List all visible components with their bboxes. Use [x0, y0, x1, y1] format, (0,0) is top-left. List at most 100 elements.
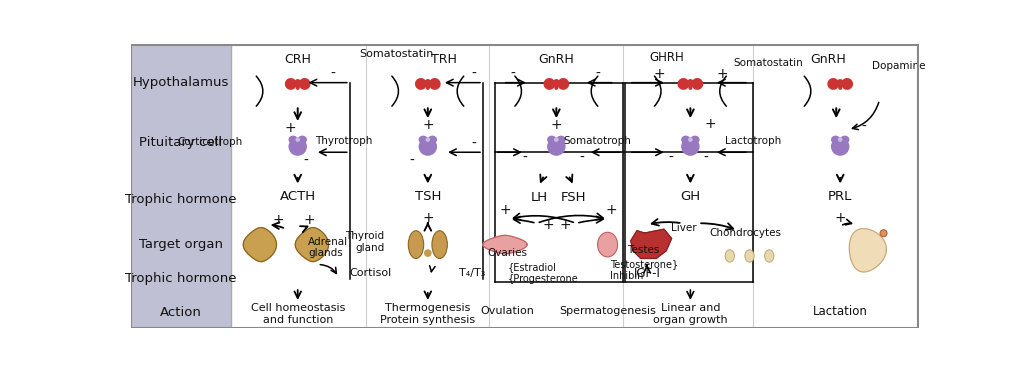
Ellipse shape: [688, 137, 692, 142]
Ellipse shape: [838, 84, 843, 90]
Text: Thyrotroph: Thyrotroph: [315, 136, 373, 146]
Ellipse shape: [432, 231, 447, 258]
Polygon shape: [631, 229, 672, 258]
Text: -: -: [669, 151, 673, 165]
Ellipse shape: [765, 250, 774, 262]
Ellipse shape: [681, 137, 699, 156]
Ellipse shape: [429, 78, 440, 90]
Text: Action: Action: [160, 306, 202, 319]
Ellipse shape: [841, 78, 853, 90]
Text: Somatostatin: Somatostatin: [359, 49, 433, 59]
Polygon shape: [295, 228, 329, 262]
Text: ACTH: ACTH: [280, 190, 315, 203]
Ellipse shape: [419, 137, 437, 156]
Ellipse shape: [556, 135, 565, 144]
Text: Pituitary cell: Pituitary cell: [139, 136, 222, 149]
Text: Ovaries: Ovaries: [487, 248, 527, 258]
Text: Liver: Liver: [671, 223, 696, 232]
Text: +: +: [272, 213, 284, 227]
Text: -: -: [471, 67, 476, 81]
Ellipse shape: [598, 232, 617, 257]
Text: Somatostatin: Somatostatin: [734, 58, 804, 68]
Text: PRL: PRL: [828, 190, 852, 203]
Ellipse shape: [425, 79, 431, 86]
Ellipse shape: [409, 231, 424, 258]
Text: -: -: [410, 154, 415, 168]
Ellipse shape: [289, 135, 298, 144]
Text: +: +: [422, 211, 433, 225]
Ellipse shape: [428, 135, 437, 144]
Polygon shape: [849, 229, 887, 272]
Ellipse shape: [830, 135, 841, 144]
Text: {Progesterone: {Progesterone: [508, 274, 579, 284]
Text: +: +: [560, 218, 571, 232]
Text: Hypothalamus: Hypothalamus: [133, 76, 229, 89]
Text: +: +: [705, 117, 716, 131]
Text: GHRH: GHRH: [649, 51, 684, 63]
Text: Trophic hormone: Trophic hormone: [125, 193, 237, 206]
Text: Adrenal
glands: Adrenal glands: [308, 237, 348, 258]
Bar: [131, 44, 231, 328]
Ellipse shape: [285, 78, 297, 90]
Ellipse shape: [424, 249, 432, 257]
Text: +: +: [422, 118, 433, 132]
Text: +: +: [606, 203, 617, 217]
Ellipse shape: [688, 84, 692, 90]
Text: TRH: TRH: [431, 54, 457, 66]
Ellipse shape: [298, 135, 307, 144]
Text: Corticotroph: Corticotroph: [177, 137, 243, 147]
Ellipse shape: [296, 84, 300, 90]
Ellipse shape: [725, 250, 734, 262]
Ellipse shape: [840, 135, 850, 144]
Ellipse shape: [837, 79, 844, 86]
Text: Testosterone}: Testosterone}: [610, 259, 678, 269]
Ellipse shape: [681, 135, 690, 144]
Ellipse shape: [880, 230, 887, 237]
Polygon shape: [483, 235, 527, 254]
Ellipse shape: [295, 137, 300, 142]
Text: Inhibin: Inhibin: [610, 271, 643, 281]
Text: FSH: FSH: [561, 191, 587, 204]
Text: T₄/T₃: T₄/T₃: [460, 268, 485, 278]
Ellipse shape: [554, 84, 558, 90]
Ellipse shape: [690, 135, 699, 144]
Text: +: +: [304, 213, 315, 227]
Text: Chondrocytes: Chondrocytes: [710, 228, 781, 238]
Ellipse shape: [547, 135, 556, 144]
Text: CRH: CRH: [285, 54, 311, 66]
Ellipse shape: [744, 250, 754, 262]
Ellipse shape: [299, 78, 310, 90]
Text: Target organ: Target organ: [139, 238, 223, 251]
Text: -: -: [522, 151, 527, 165]
Ellipse shape: [544, 78, 555, 90]
Text: Dopamine: Dopamine: [871, 61, 926, 70]
Text: -: -: [596, 67, 600, 81]
Text: -: -: [703, 151, 709, 165]
Text: Somatotroph: Somatotroph: [563, 136, 631, 146]
Text: +: +: [551, 118, 562, 132]
Ellipse shape: [289, 137, 307, 156]
Text: -: -: [861, 120, 866, 134]
Text: -: -: [580, 151, 584, 165]
Polygon shape: [244, 228, 276, 262]
Ellipse shape: [554, 137, 559, 142]
Text: TSH: TSH: [415, 190, 441, 203]
Ellipse shape: [830, 137, 850, 156]
Ellipse shape: [426, 84, 430, 90]
Text: {Estradiol: {Estradiol: [508, 262, 556, 272]
Text: LH: LH: [530, 191, 548, 204]
Text: Ovulation: Ovulation: [480, 306, 535, 316]
Text: +: +: [284, 121, 296, 135]
Ellipse shape: [547, 137, 565, 156]
Text: Linear and
organ growth: Linear and organ growth: [653, 303, 728, 325]
Ellipse shape: [687, 79, 693, 86]
Text: -: -: [471, 137, 476, 151]
Ellipse shape: [419, 135, 428, 144]
Text: +: +: [543, 218, 554, 232]
Text: Spermatogenesis: Spermatogenesis: [559, 306, 656, 316]
Text: Testes: Testes: [628, 245, 659, 255]
Ellipse shape: [415, 78, 427, 90]
Text: Lactation: Lactation: [813, 305, 867, 318]
Text: +: +: [835, 211, 846, 225]
Ellipse shape: [827, 78, 840, 90]
